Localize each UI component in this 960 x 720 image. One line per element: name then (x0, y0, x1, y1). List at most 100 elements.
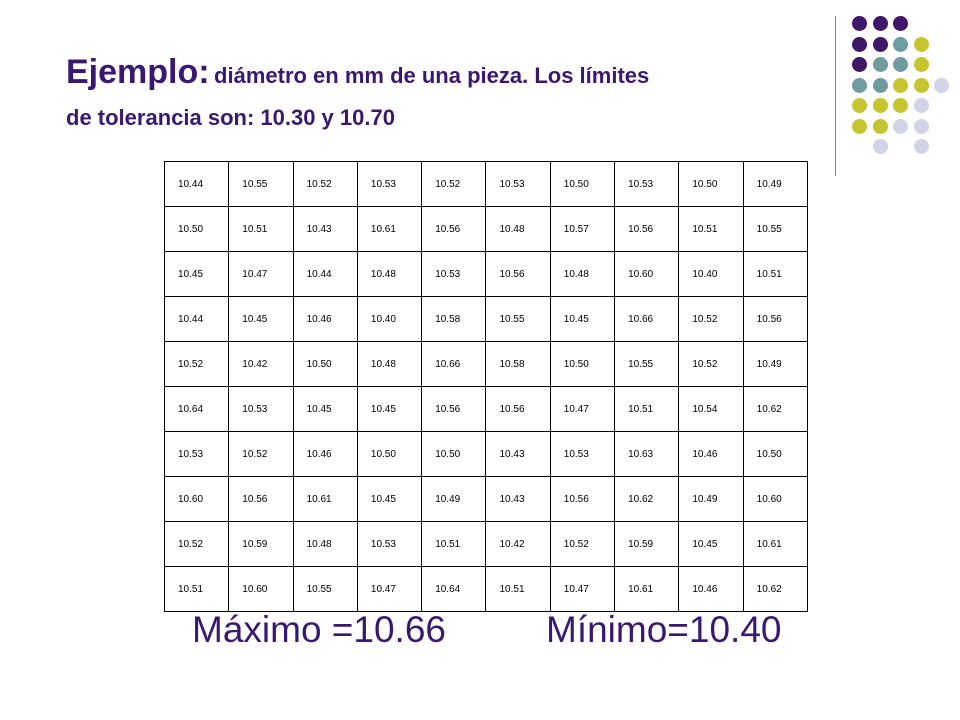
decorative-dot (852, 98, 867, 113)
table-cell: 10.52 (292, 161, 358, 207)
table-cell: 10.56 (485, 251, 551, 297)
table-row: 10.53 10.52 10.46 10.50 10.50 10.43 10.53 10.63… (163, 431, 809, 477)
table-cell: 10.50 (421, 431, 487, 477)
table-cell: 10.42 (228, 341, 294, 387)
table-cell: 10.46 (678, 431, 744, 477)
decorative-dot (872, 36, 888, 52)
table-cell: 10.62 (742, 566, 809, 612)
table-cell: 10.50 (678, 161, 744, 207)
table-row: 10.44 10.55 10.52 10.53 10.52 10.53 10.50 10.53… (163, 161, 809, 207)
decorative-dot (852, 77, 867, 93)
table-cell: 10.51 (485, 566, 551, 612)
table-row: 10.52 10.59 10.48 10.53 10.51 10.42 10.52 10.59… (163, 521, 809, 567)
table-cell: 10.55 (742, 206, 809, 252)
decorative-dot (872, 57, 888, 72)
measurements-table: 10.44 10.55 10.52 10.53 10.52 10.53 10.50 10.53… (163, 161, 809, 612)
table-cell: 10.64 (421, 566, 487, 612)
table-cell: 10.49 (678, 476, 744, 522)
table-cell: 10.61 (742, 521, 809, 567)
decorative-dot (872, 139, 888, 154)
table-cell: 10.62 (742, 386, 809, 432)
table-row: 10.60 10.56 10.61 10.45 10.49 10.43 10.56 10.62… (163, 476, 809, 522)
decorative-dot (872, 98, 888, 113)
table-cell: 10.45 (678, 521, 744, 567)
decorative-dot (852, 16, 867, 31)
table-cell: 10.55 (485, 296, 551, 342)
table-cell: 10.54 (678, 386, 744, 432)
table-cell: 10.46 (292, 296, 358, 342)
table-cell: 10.52 (228, 431, 294, 477)
table-cell: 10.53 (228, 386, 294, 432)
decorative-dot (852, 36, 867, 52)
table-cell: 10.64 (163, 386, 230, 432)
table-cell: 10.48 (485, 206, 551, 252)
table-cell: 10.57 (549, 206, 616, 252)
table-cell: 10.47 (356, 566, 423, 612)
table-cell: 10.66 (421, 341, 487, 387)
table-cell: 10.51 (614, 386, 680, 432)
title-subtitle-line-1: diámetro en mm de una pieza. Los límites (214, 63, 650, 88)
decorative-dot (893, 57, 908, 72)
table-row: 10.44 10.45 10.46 10.40 10.58 10.55 10.45 10.66… (163, 296, 809, 342)
table-cell: 10.55 (292, 566, 358, 612)
maximum-summary: Máximo =10.66 (192, 609, 446, 650)
table-cell: 10.56 (228, 476, 294, 522)
table-cell: 10.47 (549, 566, 616, 612)
table-cell: 10.45 (549, 296, 616, 342)
decorative-dot (893, 118, 908, 134)
table-cell: 10.53 (485, 161, 551, 207)
table-cell: 10.48 (356, 251, 423, 297)
table-cell: 10.58 (421, 296, 487, 342)
table-cell: 10.47 (228, 251, 294, 297)
table-cell: 10.60 (614, 251, 680, 297)
table-row: 10.64 10.53 10.45 10.45 10.56 10.56 10.47 10.51… (163, 386, 809, 432)
table-cell: 10.45 (292, 386, 358, 432)
table-cell: 10.56 (485, 386, 551, 432)
table-cell: 10.52 (421, 161, 487, 207)
table-cell: 10.53 (356, 161, 423, 207)
table-cell: 10.46 (292, 431, 358, 477)
table-cell: 10.48 (292, 521, 358, 567)
decorative-dot (893, 36, 908, 52)
title-subtitle-line-2: de tolerancia son: 10.30 y 10.70 (66, 105, 395, 130)
decorative-dot (872, 77, 888, 93)
table-cell: 10.53 (163, 431, 230, 477)
table-cell: 10.62 (614, 476, 680, 522)
title-line-1: Ejemplo: diámetro en mm de una pieza. Lo… (66, 50, 846, 101)
table-cell: 10.53 (614, 161, 680, 207)
table-cell: 10.51 (421, 521, 487, 567)
decorative-dot (913, 57, 929, 72)
table-cell: 10.56 (614, 206, 680, 252)
table-cell: 10.49 (742, 161, 809, 207)
decorative-dot (872, 16, 888, 31)
table-cell: 10.43 (485, 476, 551, 522)
table-cell: 10.56 (421, 206, 487, 252)
decorative-dot (913, 36, 929, 52)
decorative-dot (893, 77, 908, 93)
table-cell: 10.56 (742, 296, 809, 342)
table-cell: 10.61 (356, 206, 423, 252)
slide-title: Ejemplo: diámetro en mm de una pieza. Lo… (66, 50, 846, 135)
table-cell: 10.42 (485, 521, 551, 567)
table-cell: 10.50 (163, 206, 230, 252)
table-cell: 10.60 (742, 476, 809, 522)
table-cell: 10.46 (678, 566, 744, 612)
table-row: 10.52 10.42 10.50 10.48 10.66 10.58 10.50 10.55… (163, 341, 809, 387)
table-cell: 10.51 (678, 206, 744, 252)
decorative-dot (913, 77, 929, 93)
table-cell: 10.51 (742, 251, 809, 297)
table-cell: 10.58 (485, 341, 551, 387)
table-row: 10.45 10.47 10.44 10.48 10.53 10.56 10.48 10.60… (163, 251, 809, 297)
table-cell: 10.45 (356, 476, 423, 522)
table-cell: 10.56 (421, 386, 487, 432)
table-row: 10.50 10.51 10.43 10.61 10.56 10.48 10.57 10.56… (163, 206, 809, 252)
decorative-dot (852, 57, 867, 72)
table-cell: 10.55 (228, 161, 294, 207)
decorative-dot (934, 77, 949, 93)
table-cell: 10.63 (614, 431, 680, 477)
decorative-dot (893, 98, 908, 113)
table-cell: 10.60 (228, 566, 294, 612)
decorative-dot (913, 118, 929, 134)
table-cell: 10.47 (549, 386, 616, 432)
table-cell: 10.49 (742, 341, 809, 387)
